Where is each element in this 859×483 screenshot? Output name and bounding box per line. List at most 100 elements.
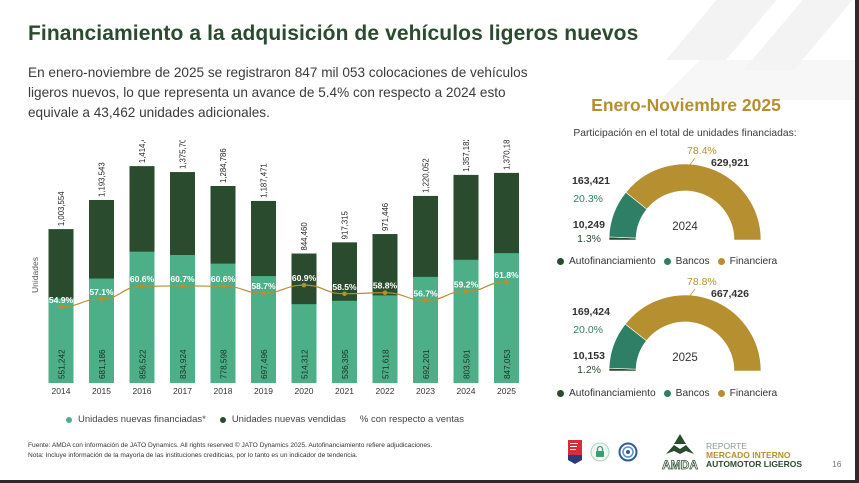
y-axis-label: Unidades [30, 257, 40, 293]
pct-label-bancos: 20.3% [573, 193, 603, 205]
page-title: Financiamiento a la adquisición de vehíc… [28, 22, 639, 45]
legend-label: Financiera [729, 388, 778, 399]
pct-label-bancos: 20.0% [573, 324, 603, 336]
legend-dot-icon [557, 390, 564, 397]
pct-point-2022 [382, 290, 388, 296]
label-sold-2016: 1,414,424 [138, 140, 147, 163]
donut-legend-2025: Autofinanciamiento Bancos Financiera [557, 388, 777, 399]
value-label-bancos: 169,424 [572, 306, 610, 318]
footnotes: Fuente: AMDA con información de JATO Dyn… [28, 441, 432, 461]
source-note: Fuente: AMDA con información de JATO Dyn… [28, 442, 433, 449]
x-tick-2022: 2022 [376, 386, 395, 396]
label-financed-2018: 778,598 [220, 349, 229, 379]
legend-item-bancos: Bancos [663, 256, 710, 267]
report-line-1: REPORTE [706, 441, 747, 451]
bar-financed-2022 [372, 295, 398, 383]
pct-point-2017 [180, 283, 185, 289]
label-sold-2025: 1,370,188 [503, 140, 512, 170]
label-sold-2022: 971,446 [381, 203, 390, 231]
label-sold-2023: 1,220,052 [422, 158, 431, 193]
great-place-to-work-icon [568, 440, 582, 464]
label-financed-2015: 681,186 [98, 349, 107, 379]
report-line-3: AUTOMOTOR LIGEROS [706, 459, 803, 469]
legend-label: Unidades nuevas vendidas [231, 414, 346, 425]
value-label-financiera: 629,921 [711, 157, 749, 169]
legend-label: Bancos [675, 256, 710, 267]
report-line-2: MERCADO INTERNO [706, 450, 791, 460]
page-number: 16 [832, 459, 842, 469]
label-sold-2014: 1,003,554 [57, 191, 66, 226]
bar-financed-2023 [413, 276, 438, 383]
legend-item-autofinanciamiento: Autofinanciamiento [557, 256, 656, 267]
bar-financed-2015 [89, 278, 114, 383]
pct-line [60, 281, 507, 308]
center-year-label: 2024 [672, 221, 698, 233]
bar-financed-2017 [170, 254, 195, 383]
x-tick-2025: 2025 [497, 386, 516, 396]
slice-financiera [624, 294, 762, 372]
x-tick-2018: 2018 [214, 386, 233, 396]
legend-label: Unidades nuevas financiadas* [78, 414, 206, 425]
x-tick-2015: 2015 [92, 386, 111, 396]
pct-label-autofinanciamiento: 1.2% [577, 364, 601, 376]
label-sold-2020: 844,460 [300, 222, 309, 251]
label-sold-2015: 1,193,543 [98, 162, 107, 197]
half-donut-2025: 2025 10,153 1.2% 169,424 20.0% 78.8%667,426 [572, 276, 762, 376]
x-tick-2014: 2014 [52, 386, 71, 396]
pct-label-2025: 61.8% [494, 270, 519, 280]
label-sold-2017: 1,375,709 [179, 140, 188, 169]
half-donut-2024: 2024 10,249 1.3% 163,421 20.3% 78.4%629,921 [572, 145, 762, 245]
label-financed-2014: 551,242 [58, 349, 67, 379]
pct-point-2018 [220, 283, 226, 289]
bar-financed-2016 [129, 251, 155, 383]
legend-dot-icon [663, 390, 671, 397]
bar-financed-2025 [494, 253, 519, 383]
bar-chart: Unidades 1,003,554 551,242 2014 1,193,543 68… [30, 140, 519, 396]
legend-dot-icon [66, 416, 72, 423]
disclaimer-note: Nota: Incluye información de la mayoría … [28, 452, 358, 459]
legend-item-pct: % con respecto a ventas [360, 414, 464, 425]
donut-legend-2024: Autofinanciamiento Bancos Financiera [557, 256, 777, 267]
value-label-autofinanciamiento: 10,249 [573, 219, 605, 231]
pct-point-2019 [261, 290, 266, 296]
legend-label: % con respecto a ventas [359, 414, 464, 425]
label-financed-2025: 847,053 [503, 349, 512, 379]
label-sold-2019: 1,187,471 [260, 163, 269, 198]
pct-point-2015 [99, 296, 104, 302]
report-title: REPORTE MERCADO INTERNO AUTOMOTOR LIGERO… [706, 442, 802, 469]
pct-label-autofinanciamiento: 1.3% [577, 233, 601, 245]
pct-label-2020: 60.9% [292, 273, 317, 283]
bar-financed-2021 [332, 300, 357, 383]
pct-label-2016: 60.6% [130, 274, 155, 284]
pct-label-2021: 58.5% [332, 282, 357, 292]
circular-badge-icon [618, 442, 638, 462]
amda-logo: AMDA [662, 434, 699, 472]
participation-label: Participación en el total de unidades fi… [573, 128, 797, 139]
label-sold-2024: 1,357,182 [462, 140, 471, 172]
x-tick-2019: 2019 [254, 386, 273, 396]
center-year-label: 2025 [672, 352, 698, 364]
label-financed-2019: 697,496 [260, 349, 269, 379]
pct-label-2015: 57.1% [89, 287, 114, 297]
legend-dot-icon [663, 258, 671, 265]
legend-dot-icon [219, 416, 226, 423]
label-financed-2020: 514,312 [301, 349, 310, 379]
pct-label-financiera: 78.8% [687, 276, 717, 288]
pct-label-2018: 60.6% [211, 274, 236, 284]
legend-label: Financiera [729, 256, 778, 267]
pct-point-2020 [301, 282, 307, 288]
legend-item-financed: Unidades nuevas financiadas* [66, 414, 206, 425]
bar-financed-2024 [453, 259, 479, 383]
legend-label: Bancos [675, 388, 710, 399]
pct-label-financiera: 78.4% [687, 145, 717, 157]
label-financed-2022: 571,618 [382, 349, 391, 379]
pct-point-2016 [139, 283, 145, 289]
label-sold-2021: 917,315 [341, 210, 350, 239]
pct-label-2014: 54.9% [49, 295, 74, 305]
lock-badge-icon [590, 442, 610, 462]
label-sold-2018: 1,284,786 [219, 148, 228, 183]
bar-financed-2014 [48, 298, 74, 383]
legend-item-sold: Unidades nuevas vendidas [219, 414, 346, 425]
legend-dot-icon [557, 258, 564, 265]
brand-text: AMDA [662, 458, 698, 472]
